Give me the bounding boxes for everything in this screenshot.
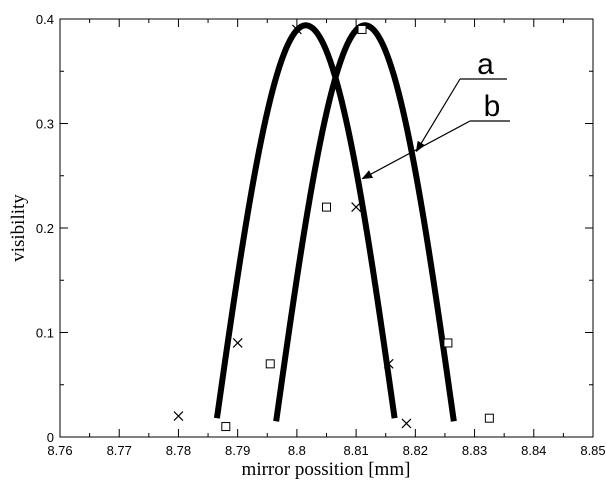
cross-stroke: [291, 24, 302, 35]
x-axis-title: mirror possition [mm]: [242, 459, 411, 480]
x-tick-label: 8.82: [403, 443, 428, 458]
callouts: ab: [361, 48, 510, 180]
series-0-point: [351, 202, 362, 213]
x-tick-label: 8.81: [343, 443, 368, 458]
plot-frame: [59, 18, 594, 438]
series-0-point: [291, 24, 302, 35]
series-1-point: [221, 422, 231, 432]
cross-stroke: [232, 338, 243, 348]
callout-label: b: [484, 90, 501, 123]
y-tick-label: 0.1: [36, 326, 54, 341]
series-1-point: [443, 338, 453, 348]
cross-stroke: [351, 202, 362, 213]
cross-stroke: [173, 411, 184, 422]
callout-label: a: [477, 48, 494, 81]
y-axis-title: visibility: [8, 194, 29, 262]
series-1-point: [484, 413, 494, 423]
x-tick-label: 8.79: [225, 443, 250, 458]
series-1-point: [322, 202, 331, 212]
x-tick-label: 8.85: [580, 443, 605, 458]
fit-curves: [213, 22, 457, 422]
x-tick-label: 8.84: [521, 443, 546, 458]
y-tick-label: 0.4: [36, 12, 54, 27]
cross-stroke: [383, 358, 394, 369]
axis-ticks: [59, 18, 594, 438]
x-tick-label: 8.76: [47, 443, 72, 458]
data-points: [173, 24, 494, 432]
x-tick-label: 8.8: [288, 443, 306, 458]
x-tick-label: 8.77: [107, 443, 132, 458]
y-tick-label: 0.2: [36, 221, 54, 236]
y-tick-label: 0.3: [36, 117, 54, 132]
series-1-point: [265, 359, 275, 369]
callout-arrow: [415, 78, 461, 153]
series-0-curve: [213, 22, 398, 419]
series-0-point: [173, 411, 184, 422]
callout-arrow: [361, 120, 471, 180]
cross-stroke: [401, 418, 412, 429]
y-tick-labels: 0 0.1 0.2 0.3 0.4: [36, 12, 54, 445]
x-tick-label: 8.83: [462, 443, 487, 458]
series-1-point: [357, 24, 367, 34]
x-tick-labels: 8.76 8.77 8.78 8.79 8.8 8.81 8.82 8.83 8.84 8.85: [47, 443, 605, 458]
series-0-point: [383, 358, 394, 369]
series-0-point: [401, 418, 412, 429]
callout-b: b: [361, 90, 510, 180]
y-tick-label: 0: [47, 430, 54, 445]
series-0-point: [232, 338, 243, 348]
callout-a: a: [415, 48, 507, 153]
x-tick-label: 8.78: [166, 443, 191, 458]
